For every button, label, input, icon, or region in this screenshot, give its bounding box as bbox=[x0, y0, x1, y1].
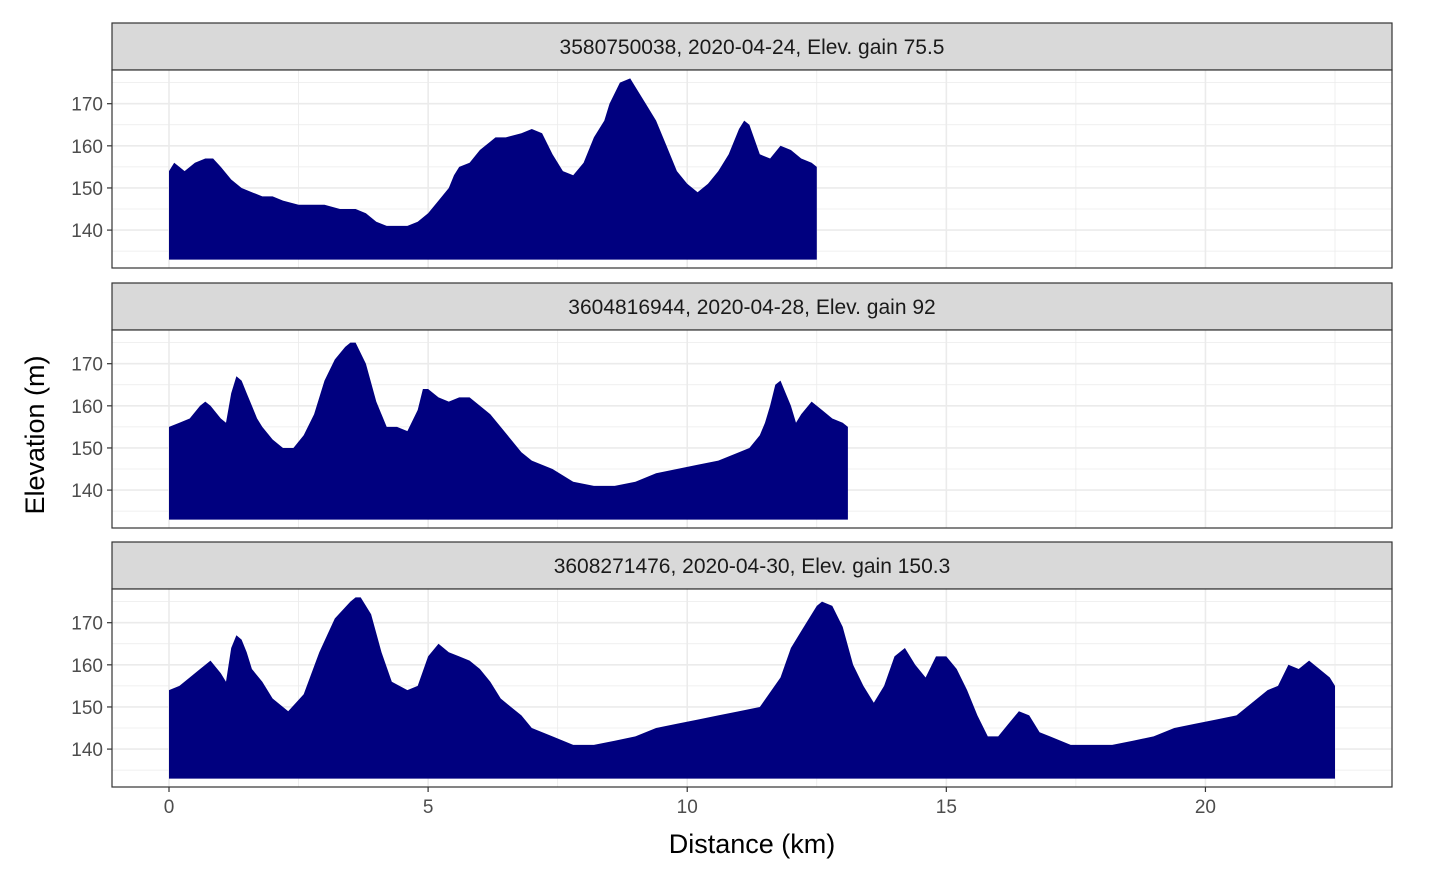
y-tick-label: 150 bbox=[71, 698, 103, 719]
x-axis: 0 5 10 15 20 bbox=[164, 787, 1216, 818]
y-tick-label: 170 bbox=[71, 614, 103, 635]
y-tick-label: 160 bbox=[71, 656, 103, 677]
x-tick-label: 5 bbox=[423, 797, 434, 818]
x-tick-label: 0 bbox=[164, 797, 175, 818]
y-tick-label: 160 bbox=[71, 137, 103, 158]
strip-label: 3604816944, 2020-04-28, Elev. gain 92 bbox=[568, 296, 935, 319]
strip-background bbox=[111, 541, 1393, 590]
x-tick-label: 20 bbox=[1195, 797, 1216, 818]
facet-panel-2: 3604816944, 2020-04-28, Elev. gain 92 140… bbox=[71, 282, 1393, 529]
y-axis: 140 150 160 170 bbox=[71, 95, 112, 242]
panel-border bbox=[111, 69, 1393, 269]
x-tick-label: 10 bbox=[677, 797, 698, 818]
x-tick-label: 15 bbox=[936, 797, 957, 818]
y-axis-title: Elevation (m) bbox=[20, 355, 50, 514]
y-tick-label: 170 bbox=[71, 355, 103, 376]
strip-background bbox=[111, 282, 1393, 331]
y-axis: 140 150 160 170 bbox=[71, 355, 112, 502]
y-tick-label: 140 bbox=[71, 221, 103, 242]
panels-layer: 3580750038, 2020-04-24, Elev. gain 75.5 1… bbox=[71, 22, 1393, 788]
elevation-area bbox=[169, 78, 817, 260]
panel-border bbox=[111, 588, 1393, 788]
strip-background bbox=[111, 22, 1393, 71]
y-tick-label: 140 bbox=[71, 481, 103, 502]
y-axis: 140 150 160 170 bbox=[71, 614, 112, 761]
elevation-area bbox=[169, 597, 1335, 779]
strip-label: 3580750038, 2020-04-24, Elev. gain 75.5 bbox=[560, 36, 945, 59]
y-tick-label: 150 bbox=[71, 439, 103, 460]
facet-panel-3: 3608271476, 2020-04-30, Elev. gain 150.3… bbox=[71, 541, 1393, 788]
facet-panel-1: 3580750038, 2020-04-24, Elev. gain 75.5 1… bbox=[71, 22, 1393, 269]
panel-border bbox=[111, 329, 1393, 529]
y-tick-label: 170 bbox=[71, 95, 103, 116]
y-tick-label: 160 bbox=[71, 397, 103, 418]
y-tick-label: 140 bbox=[71, 740, 103, 761]
strip-label: 3608271476, 2020-04-30, Elev. gain 150.3 bbox=[554, 555, 951, 578]
elevation-area bbox=[169, 342, 848, 520]
y-tick-label: 150 bbox=[71, 179, 103, 200]
x-axis-title: Distance (km) bbox=[669, 829, 836, 859]
